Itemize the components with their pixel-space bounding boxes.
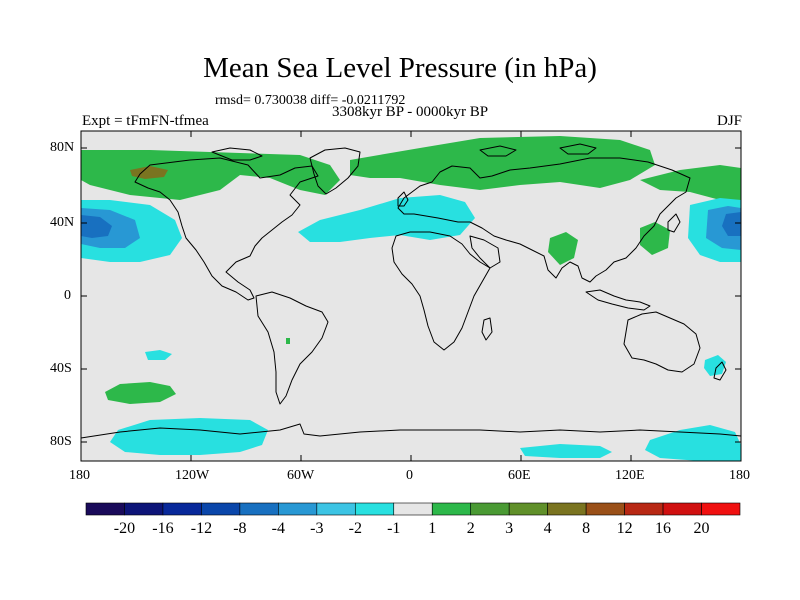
y-tick-80n: 80N — [50, 140, 75, 155]
coast-greenland — [309, 147, 361, 195]
colorbar-label: -1 — [387, 520, 401, 537]
stats-label: rmsd= 0.730038 diff= -0.0211792 — [215, 93, 406, 108]
colorbar-label: 16 — [655, 520, 672, 537]
map-title: Mean Sea Level Pressure (in hPa) — [203, 52, 597, 84]
green-south-america-spot — [286, 338, 290, 344]
green-southern-pacific — [105, 382, 176, 404]
coast-japan — [667, 213, 681, 233]
colorbar — [85, 502, 741, 516]
colorbar-swatch — [624, 502, 664, 516]
green-east-asia — [640, 222, 670, 255]
colorbar-label: -12 — [190, 520, 213, 537]
y-tick-40n: 40N — [50, 215, 75, 230]
experiment-label: Expt = tFmFN-tfmea — [82, 113, 209, 129]
colorbar-label: 1 — [428, 520, 437, 537]
colorbar-label: -8 — [233, 520, 247, 537]
coast-arctic-islands — [211, 143, 597, 161]
cyan-antarctic-ross — [520, 444, 612, 458]
colorbar-label: -16 — [152, 520, 174, 537]
colorbar-swatch — [278, 502, 318, 516]
green-arctic-east — [350, 136, 655, 190]
colorbar-label: -20 — [113, 520, 136, 537]
y-tick-0: 0 — [64, 288, 71, 303]
colorbar-swatch — [431, 502, 472, 516]
colorbar-swatch — [508, 502, 548, 516]
colorbar-label: 2 — [466, 520, 475, 537]
colorbar-swatch — [470, 502, 510, 516]
coast-new-zealand — [713, 361, 727, 381]
deep-blue-north-pacific-east — [722, 212, 741, 236]
x-tick-180w: 180 — [69, 468, 90, 483]
colorbar-swatch — [354, 502, 395, 516]
coast-antarctica — [80, 423, 742, 439]
y-tick-40s: 40S — [50, 361, 72, 376]
colorbar-label: 12 — [616, 520, 633, 537]
y-tick-80s: 80S — [50, 434, 72, 449]
coast-south-america — [255, 291, 329, 405]
period-label: 3308kyr BP - 0000kyr BP — [331, 104, 489, 120]
x-tick-120w: 120W — [175, 468, 210, 483]
deep-blue-north-pacific-west — [81, 215, 112, 238]
green-siberia — [640, 165, 741, 205]
colorbar-swatch — [85, 502, 125, 516]
colorbar-swatch — [585, 502, 625, 516]
negative-anomalies — [81, 195, 741, 461]
season-label: DJF — [716, 113, 742, 129]
coastlines — [80, 143, 742, 439]
coast-madagascar — [481, 317, 493, 341]
coast-africa — [391, 231, 491, 351]
tick-marks — [81, 131, 741, 461]
x-tick-60w: 60W — [287, 468, 315, 483]
green-india — [548, 232, 578, 265]
coast-indonesia — [585, 289, 651, 311]
coast-north-america — [134, 157, 319, 301]
cyan-north-atlantic — [298, 195, 475, 242]
colorbar-label: 20 — [693, 520, 710, 537]
cyan-antarctic-west — [110, 418, 268, 455]
colorbar-label: -2 — [348, 520, 362, 537]
colorbar-label: 8 — [582, 520, 591, 537]
colorbar-label: -4 — [271, 520, 285, 537]
colorbar-swatch — [201, 502, 241, 516]
coast-europe-asia — [397, 157, 691, 283]
colorbar-swatch — [701, 502, 741, 516]
x-tick-180e: 180 — [729, 468, 750, 483]
colorbar-swatch — [662, 502, 702, 516]
colorbar-swatch — [162, 502, 202, 516]
coast-australia — [623, 311, 701, 373]
cyan-south-indian-spot — [704, 355, 726, 376]
colorbar-label: -3 — [310, 520, 324, 537]
colorbar-swatch — [316, 502, 356, 516]
x-tick-120e: 120E — [615, 468, 645, 483]
colorbar-label: 3 — [505, 520, 514, 537]
colorbar-label: 4 — [543, 520, 552, 537]
brown-arctic-patch — [130, 166, 168, 179]
x-tick-60e: 60E — [508, 468, 531, 483]
colorbar-swatch — [393, 502, 433, 516]
cyan-south-pacific-spot — [145, 350, 172, 360]
colorbar-swatch — [239, 502, 279, 516]
colorbar-swatch — [547, 502, 587, 516]
coast-uk — [397, 191, 409, 207]
coast-arabia — [469, 235, 501, 269]
colorbar-swatch — [124, 502, 164, 516]
x-tick-0: 0 — [406, 468, 413, 483]
